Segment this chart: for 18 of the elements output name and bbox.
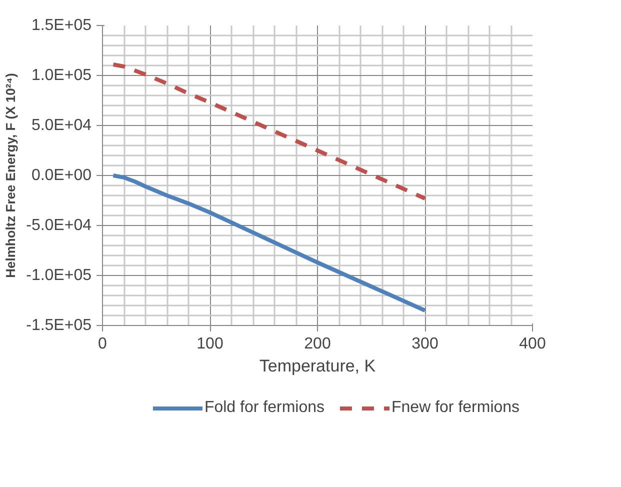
y-tick-label: -1.0E+05 xyxy=(26,267,92,284)
y-tick-label: 1.5E+05 xyxy=(31,17,92,34)
y-tick-label: 5.0E+04 xyxy=(31,117,92,134)
x-tick-label: 0 xyxy=(98,336,108,352)
y-tick-label: -5.0E+04 xyxy=(26,217,92,234)
legend-label: Fnew for fermions xyxy=(392,399,520,417)
line-series xyxy=(111,62,427,200)
x-tick-label: 400 xyxy=(519,336,546,352)
x-tick-label: 200 xyxy=(304,336,331,352)
x-tick-label: 300 xyxy=(412,336,438,352)
x-axis-title: Temperature, K xyxy=(259,356,376,376)
legend-label: Fold for fermions xyxy=(204,399,324,417)
y-axis-title: Helmholtz Free Energy, F (X 10²⁴) xyxy=(3,73,18,278)
y-tick-label: -1.5E+05 xyxy=(26,317,92,334)
x-tick-label: 100 xyxy=(196,336,224,352)
y-tick-label: 1.0E+05 xyxy=(31,67,92,84)
line-series xyxy=(111,174,427,312)
y-tick-label: 0.0E+00 xyxy=(31,167,92,184)
